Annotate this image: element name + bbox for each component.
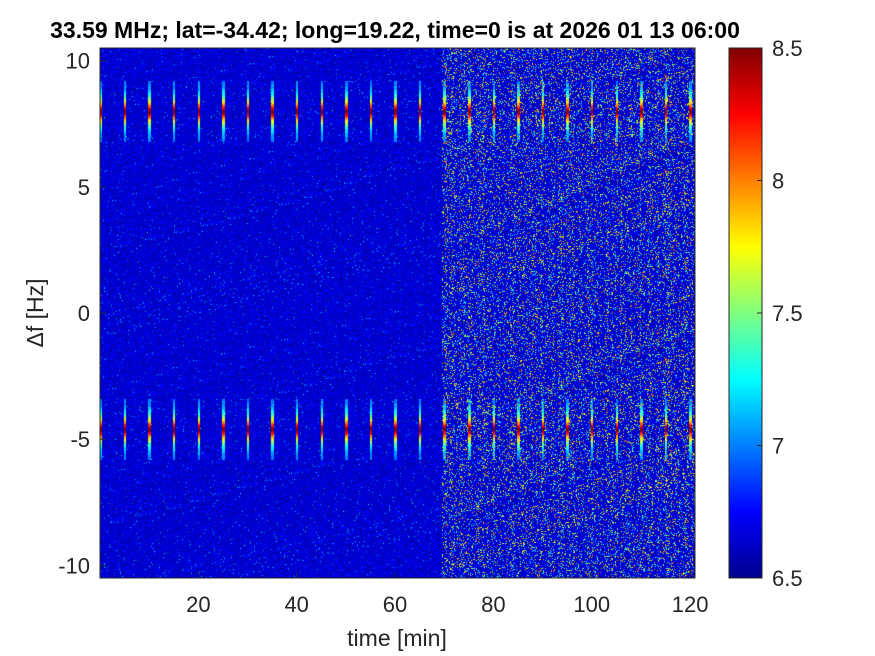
x-axis-label: time [min]	[347, 625, 447, 651]
heatmap-image	[100, 48, 695, 578]
y-axis-label: Δf [Hz]	[22, 278, 48, 347]
x-tick-label: 100	[573, 592, 610, 617]
x-tick-label: 120	[672, 592, 709, 617]
y-tick-label: -10	[58, 553, 90, 578]
x-tick-label: 40	[284, 592, 308, 617]
x-tick-label: 20	[186, 592, 210, 617]
chart-title: 33.59 MHz; lat=-34.42; long=19.22, time=…	[50, 17, 740, 43]
colorbar-tick-label: 8.5	[772, 36, 803, 61]
y-tick-label: -5	[70, 427, 90, 452]
x-axis: 20 40 60 80 100 120	[186, 572, 708, 617]
colorbar-tick-label: 7.5	[772, 301, 803, 326]
colorbar-tick-label: 8	[772, 169, 784, 194]
x-tick-label: 80	[481, 592, 505, 617]
y-tick-label: 5	[78, 175, 90, 200]
colorbar: 6.5 7 7.5 8 8.5	[728, 36, 803, 591]
y-tick-label: 0	[78, 301, 90, 326]
y-tick-label: 10	[66, 49, 90, 74]
colorbar-tick-label: 6.5	[772, 566, 803, 591]
colorbar-ticks: 6.5 7 7.5 8 8.5	[757, 36, 803, 591]
y-axis: -10 -5 0 5 10	[58, 49, 106, 578]
plot-area	[99, 47, 696, 579]
colorbar-tick-label: 7	[772, 434, 784, 459]
x-tick-label: 60	[383, 592, 407, 617]
colorbar-gradient	[728, 47, 763, 579]
